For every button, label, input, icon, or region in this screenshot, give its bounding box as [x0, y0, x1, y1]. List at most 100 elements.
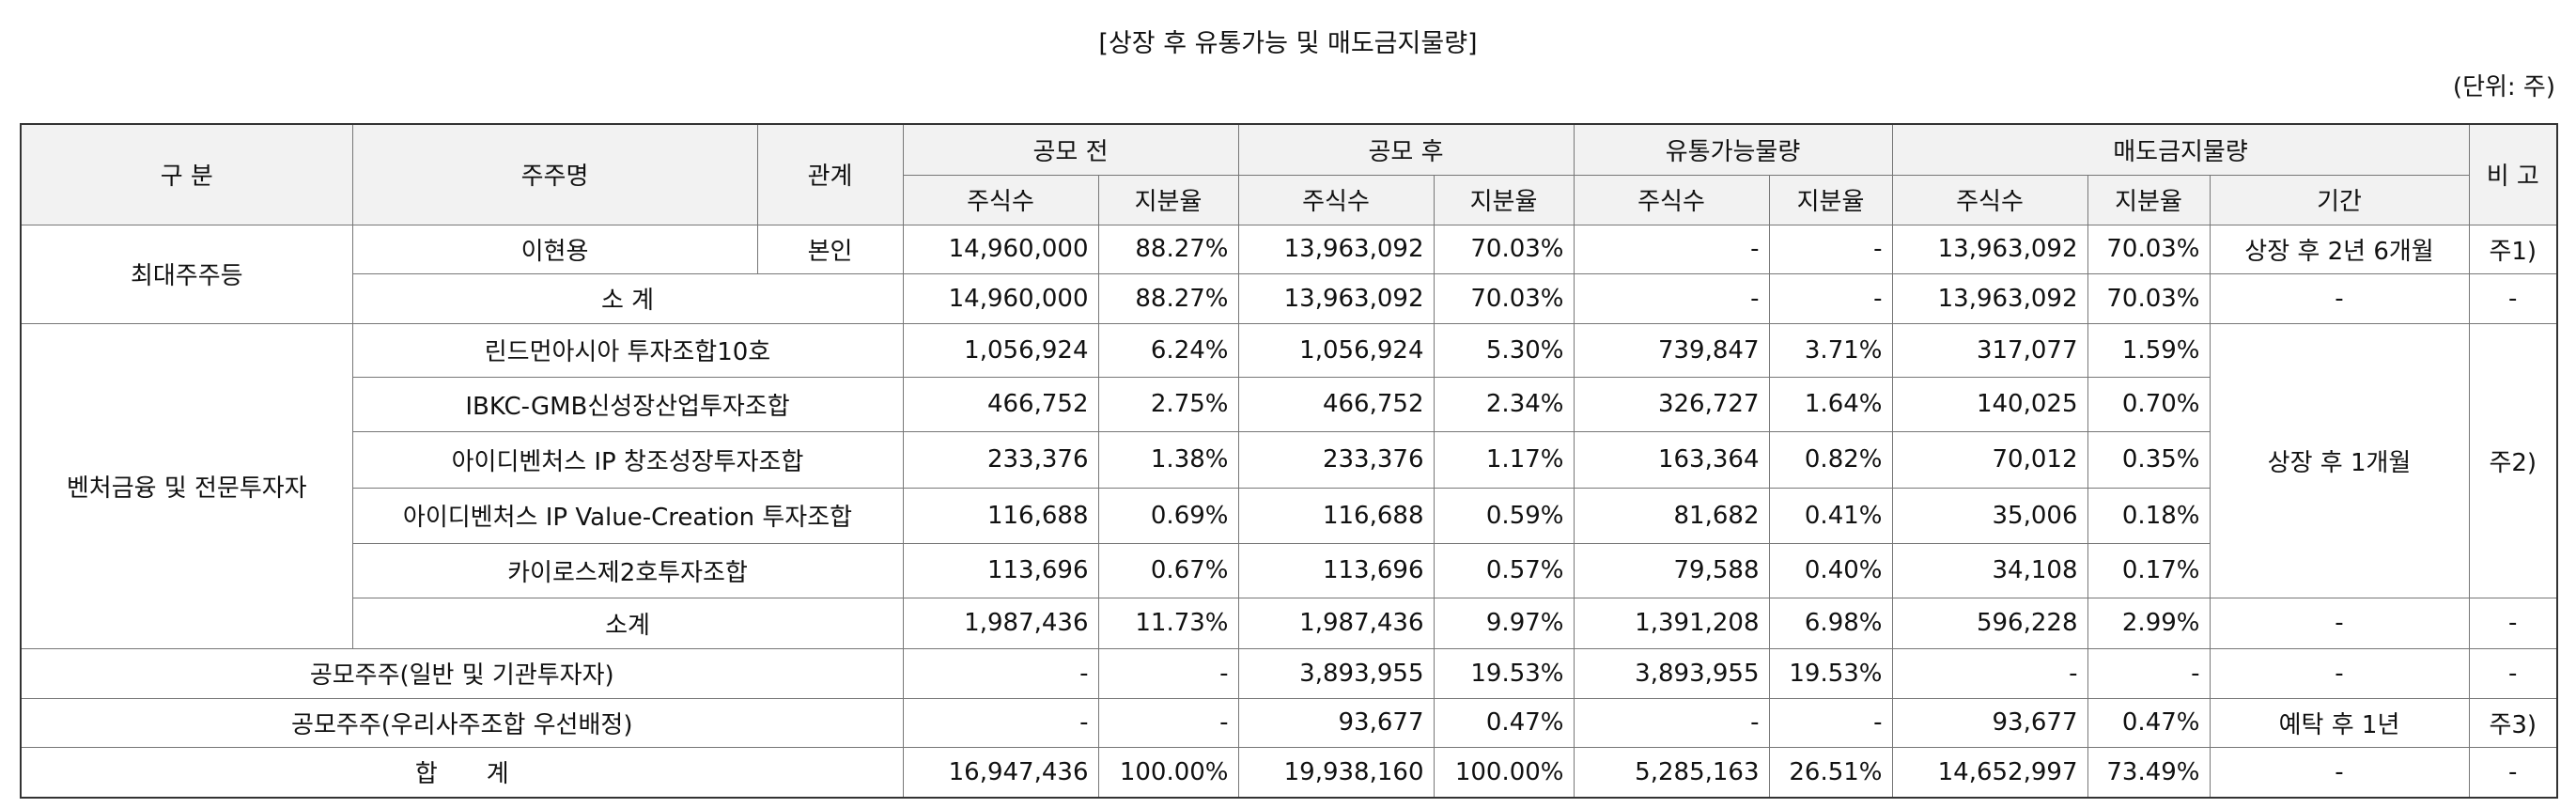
body-cell: 34,108	[1891, 542, 2088, 598]
body-cell: 상장 후 2년 6개월	[2209, 224, 2470, 274]
body-cell: 100.00%	[1097, 746, 1239, 799]
body-cell: 카이로스제2호투자조합	[351, 542, 904, 598]
body-cell: 596,228	[1891, 597, 2088, 649]
body-cell: -	[1573, 272, 1770, 324]
header-cell: 구 분	[20, 123, 353, 225]
body-cell: 13,963,092	[1891, 224, 2088, 274]
body-cell: 13,963,092	[1237, 272, 1435, 324]
body-cell: 공모주주(우리사주조합 우선배정)	[20, 697, 904, 748]
body-cell: -	[1097, 647, 1239, 699]
body-cell: -	[902, 697, 1099, 748]
body-cell: 70,012	[1891, 430, 2088, 489]
body-cell: -	[2468, 272, 2558, 324]
body-cell: 벤처금융 및 전문투자자	[20, 322, 353, 649]
body-cell: 2.75%	[1097, 376, 1239, 432]
body-cell: 2.34%	[1433, 376, 1575, 432]
body-cell: 1,987,436	[1237, 597, 1435, 649]
body-cell: 26.51%	[1768, 746, 1893, 799]
body-cell: 317,077	[1891, 322, 2088, 378]
body-cell: 최대주주등	[20, 224, 353, 324]
body-cell: -	[1768, 697, 1893, 748]
body-cell: 93,677	[1891, 697, 2088, 748]
body-cell: 70.03%	[1433, 224, 1575, 274]
body-cell: 상장 후 1개월	[2209, 322, 2470, 598]
body-cell: 163,364	[1573, 430, 1770, 489]
body-cell: 5.30%	[1433, 322, 1575, 378]
body-cell: 70.03%	[1433, 272, 1575, 324]
body-cell: -	[1768, 272, 1893, 324]
header-cell: 주주명	[351, 123, 758, 225]
body-cell: 0.69%	[1097, 487, 1239, 544]
body-cell: 0.41%	[1768, 487, 1893, 544]
body-cell: 0.59%	[1433, 487, 1575, 544]
body-cell: 81,682	[1573, 487, 1770, 544]
body-cell: -	[2468, 647, 2558, 699]
body-row: 소계 1,987,436 11.73% 1,987,436 9.97% 1,391,208…	[21, 597, 2558, 649]
body-cell: 13,963,092	[1891, 272, 2088, 324]
unit-label: (단위: 주)	[2452, 73, 2555, 101]
body-cell: 아이디벤처스 IP 창조성장투자조합	[351, 430, 904, 489]
body-cell: 0.17%	[2087, 542, 2211, 598]
lockup-table: 구 분 주주명 관계 공모 전 공모 후 유통가능물량 매도금지물량 비 고 주식수 지분율 주식수…	[20, 123, 2558, 799]
header-row: 주식수 지분율 주식수 지분율 주식수 지분율 주식수 지분율 기간	[21, 174, 2557, 225]
body-cell: 79,588	[1573, 542, 1770, 598]
body-cell: 0.18%	[2087, 487, 2211, 544]
header-cell: 공모 전	[902, 123, 1239, 176]
header-cell: 유통가능물량	[1573, 123, 1893, 176]
body-cell: 린드먼아시아 투자조합10호	[351, 322, 904, 378]
body-cell: 466,752	[1237, 376, 1435, 432]
body-cell: 73.49%	[2087, 746, 2211, 799]
body-cell: 1.59%	[2087, 322, 2211, 378]
body-cell: 88.27%	[1097, 224, 1239, 274]
body-cell: 326,727	[1573, 376, 1770, 432]
body-cell: -	[2468, 746, 2558, 799]
body-cell: -	[1573, 697, 1770, 748]
header-cell: 주식수	[902, 174, 1099, 225]
body-cell: 6.98%	[1768, 597, 1893, 649]
body-cell: 0.47%	[1433, 697, 1575, 748]
body-cell: 주1)	[2468, 224, 2558, 274]
body-cell: 본인	[756, 224, 904, 274]
body-cell: 아이디벤처스 IP Value-Creation 투자조합	[351, 487, 904, 544]
body-cell: 14,652,997	[1891, 746, 2088, 799]
body-cell: 0.70%	[2087, 376, 2211, 432]
body-cell: 0.47%	[2087, 697, 2211, 748]
body-cell: 70.03%	[2087, 224, 2211, 274]
body-cell: -	[902, 647, 1099, 699]
body-cell: 739,847	[1573, 322, 1770, 378]
body-cell: 주3)	[2468, 697, 2558, 748]
body-row: 공모주주(일반 및 기관투자자) - -3,893,955 19.53% 3,893,9…	[20, 647, 2558, 699]
body-cell: 116,688	[1237, 487, 1435, 544]
body-cell: 13,963,092	[1237, 224, 1435, 274]
body-cell: 113,696	[902, 542, 1099, 598]
body-row: IBKC-GMB신성장산업투자조합 466,752 2.75% 466,752 2.34…	[21, 376, 2557, 432]
body-cell: -	[2209, 597, 2470, 649]
body-cell: 19,938,160	[1237, 746, 1435, 799]
body-cell: 100.00%	[1433, 746, 1575, 799]
body-row: 합 계 16,947,436 100.00% 19,938,160 100.00% 5,2…	[20, 746, 2558, 799]
body-cell: 0.57%	[1433, 542, 1575, 598]
body-cell: 3.71%	[1768, 322, 1893, 378]
body-cell: 19.53%	[1433, 647, 1575, 699]
body-row: 카이로스제2호투자조합 113,696 0.67% 113,696 0.57% 79,58…	[21, 542, 2557, 598]
body-cell: 5,285,163	[1573, 746, 1770, 799]
header-cell: 기간	[2209, 174, 2470, 225]
body-cell: IBKC-GMB신성장산업투자조합	[351, 376, 904, 432]
body-cell: 14,960,000	[902, 224, 1099, 274]
header-cell: 주식수	[1237, 174, 1435, 225]
body-cell: -	[2209, 746, 2470, 799]
body-cell: 116,688	[902, 487, 1099, 544]
body-cell: -	[1573, 224, 1770, 274]
body-cell: 113,696	[1237, 542, 1435, 598]
body-cell: 70.03%	[2087, 272, 2211, 324]
header-cell: 매도금지물량	[1891, 123, 2470, 176]
header-cell: 주식수	[1573, 174, 1770, 225]
body-cell: 1.38%	[1097, 430, 1239, 489]
header-row: 구 분 주주명 관계 공모 전 공모 후 유통가능물량 매도금지물량 비 고	[20, 123, 2558, 225]
body-cell: 0.67%	[1097, 542, 1239, 598]
header-cell: 주식수	[1891, 174, 2088, 225]
body-cell: 14,960,000	[902, 272, 1099, 324]
header-cell: 지분율	[1768, 174, 1893, 225]
header-cell: 공모 후	[1237, 123, 1575, 176]
